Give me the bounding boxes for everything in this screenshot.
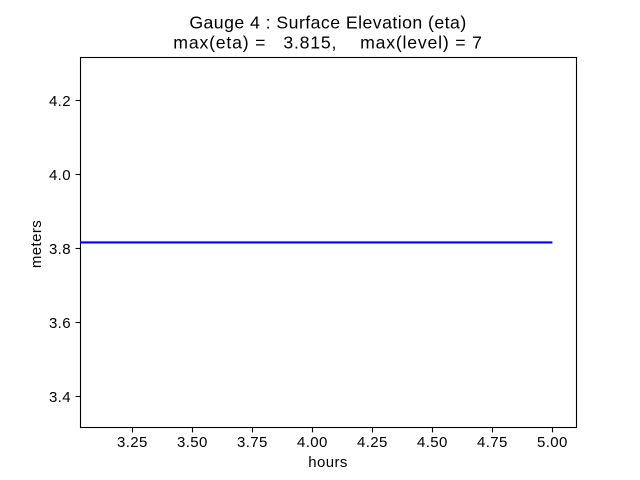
svg-text:4.0: 4.0 bbox=[49, 167, 71, 184]
svg-text:3.25: 3.25 bbox=[117, 434, 148, 451]
svg-text:3.4: 3.4 bbox=[49, 389, 71, 406]
svg-text:max(eta) = 3.815, max(lev: max(eta) = 3.815, max(level) = 7 bbox=[173, 33, 482, 53]
svg-text:5.00: 5.00 bbox=[537, 434, 568, 451]
svg-text:3.50: 3.50 bbox=[177, 434, 208, 451]
svg-text:4.25: 4.25 bbox=[357, 434, 388, 451]
svg-text:4.00: 4.00 bbox=[297, 434, 328, 451]
svg-text:4.2: 4.2 bbox=[49, 93, 71, 110]
svg-text:meters: meters bbox=[28, 220, 45, 268]
svg-text:3.6: 3.6 bbox=[49, 315, 71, 332]
svg-text:4.50: 4.50 bbox=[417, 434, 448, 451]
svg-text:3.75: 3.75 bbox=[237, 434, 268, 451]
svg-text:Gauge 4 : Surface Elevation (e: Gauge 4 : Surface Elevation (eta) bbox=[189, 13, 466, 33]
svg-text:4.75: 4.75 bbox=[477, 434, 508, 451]
svg-text:3.8: 3.8 bbox=[49, 241, 71, 258]
svg-text:hours: hours bbox=[308, 454, 348, 471]
